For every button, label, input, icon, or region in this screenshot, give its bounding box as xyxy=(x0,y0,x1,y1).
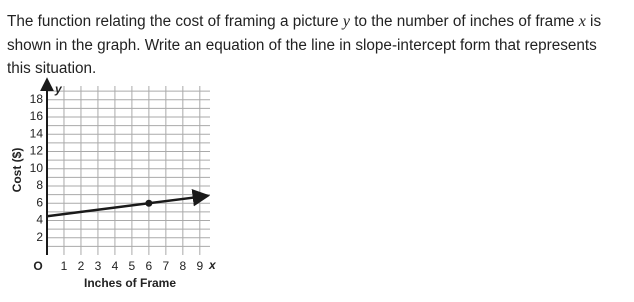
question-text: The function relating the cost of framin… xyxy=(7,13,343,30)
x-axis-title: Inches of Frame xyxy=(84,276,176,290)
x-tick-label: 8 xyxy=(179,259,186,273)
y-axis-label: y xyxy=(54,82,63,96)
y-tick-label: 16 xyxy=(30,109,44,123)
origin-label: O xyxy=(33,259,42,273)
x-tick-label: 1 xyxy=(61,259,68,273)
y-tick-label: 2 xyxy=(36,230,43,244)
var: x xyxy=(578,13,586,30)
y-tick-label: 6 xyxy=(36,195,43,209)
x-tick-label: 3 xyxy=(95,259,102,273)
y-tick-label: 18 xyxy=(30,92,44,106)
x-tick-label: 7 xyxy=(163,259,170,273)
var: y xyxy=(342,13,350,30)
x-axis-label: x xyxy=(208,258,217,272)
data-point xyxy=(145,199,153,207)
x-tick-label: 5 xyxy=(129,259,136,273)
x-tick-label: 2 xyxy=(78,259,85,273)
y-tick-label: 14 xyxy=(30,126,44,140)
y-tick-label: 10 xyxy=(30,161,44,175)
question: The function relating the cost of framin… xyxy=(7,10,617,81)
x-tick-label: 4 xyxy=(112,259,119,273)
x-tick-label: 9 xyxy=(196,259,203,273)
y-tick-label: 12 xyxy=(30,144,44,158)
y-tick-label: 8 xyxy=(36,178,43,192)
question-text: to the number of inches of frame xyxy=(349,13,579,30)
data-line xyxy=(46,189,211,218)
question-text: is shown in the graph. Write an equation… xyxy=(7,13,602,77)
y-tick-label: 4 xyxy=(36,213,43,227)
y-axis-title: Cost ($) xyxy=(10,148,24,193)
x-tick-label: 6 xyxy=(146,259,153,273)
